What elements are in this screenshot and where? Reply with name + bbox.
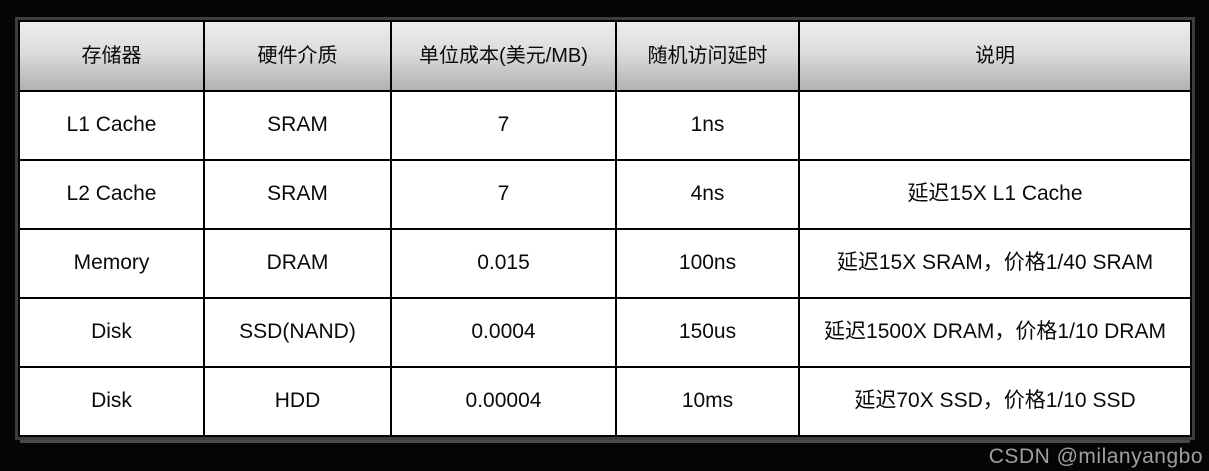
storage-comparison-table: 存储器 硬件介质 单位成本(美元/MB) 随机访问延时 说明 L1 Cache SRAM 7…	[15, 17, 1195, 440]
table-cell: 100ns	[615, 228, 800, 299]
table-cell: SRAM	[203, 159, 392, 230]
table-cell: 0.0004	[390, 297, 617, 368]
table-body: L1 Cache SRAM 7 1ns L2 Cache SRAM 7 4ns 延迟15X L1…	[18, 90, 1192, 437]
column-header: 随机访问延时	[615, 20, 800, 92]
table-cell: L2 Cache	[18, 159, 205, 230]
table-cell: SRAM	[203, 90, 392, 161]
table-cell: L1 Cache	[18, 90, 205, 161]
storage-comparison-table-container: 存储器 硬件介质 单位成本(美元/MB) 随机访问延时 说明 L1 Cache SRAM 7…	[15, 17, 1195, 440]
table-cell: 7	[390, 159, 617, 230]
table-cell: 延迟1500X DRAM，价格1/10 DRAM	[798, 297, 1192, 368]
table-row: Disk HDD 0.00004 10ms 延迟70X SSD，价格1/10 SSD	[18, 366, 1192, 437]
table-row: Memory DRAM 0.015 100ns 延迟15X SRAM，价格1/40 SR…	[18, 228, 1192, 299]
column-header: 说明	[798, 20, 1192, 92]
column-header: 存储器	[18, 20, 205, 92]
table-cell: Disk	[18, 297, 205, 368]
table-cell: 4ns	[615, 159, 800, 230]
table-row: Disk SSD(NAND) 0.0004 150us 延迟1500X DRAM，价格1…	[18, 297, 1192, 368]
table-cell: 0.00004	[390, 366, 617, 437]
table-cell: 延迟15X SRAM，价格1/40 SRAM	[798, 228, 1192, 299]
table-cell: Disk	[18, 366, 205, 437]
table-cell: 延迟70X SSD，价格1/10 SSD	[798, 366, 1192, 437]
table-cell: 延迟15X L1 Cache	[798, 159, 1192, 230]
table-cell: 7	[390, 90, 617, 161]
table-cell	[798, 90, 1192, 161]
table-cell: 10ms	[615, 366, 800, 437]
header-row: 存储器 硬件介质 单位成本(美元/MB) 随机访问延时 说明	[18, 20, 1192, 92]
table-cell: DRAM	[203, 228, 392, 299]
table-cell: 1ns	[615, 90, 800, 161]
table-cell: 150us	[615, 297, 800, 368]
table-row: L2 Cache SRAM 7 4ns 延迟15X L1 Cache	[18, 159, 1192, 230]
column-header: 硬件介质	[203, 20, 392, 92]
table-cell: Memory	[18, 228, 205, 299]
table-cell: SSD(NAND)	[203, 297, 392, 368]
table-cell: 0.015	[390, 228, 617, 299]
csdn-watermark: CSDN @milanyangbo	[988, 445, 1203, 468]
table-row: L1 Cache SRAM 7 1ns	[18, 90, 1192, 161]
table-cell: HDD	[203, 366, 392, 437]
column-header: 单位成本(美元/MB)	[390, 20, 617, 92]
